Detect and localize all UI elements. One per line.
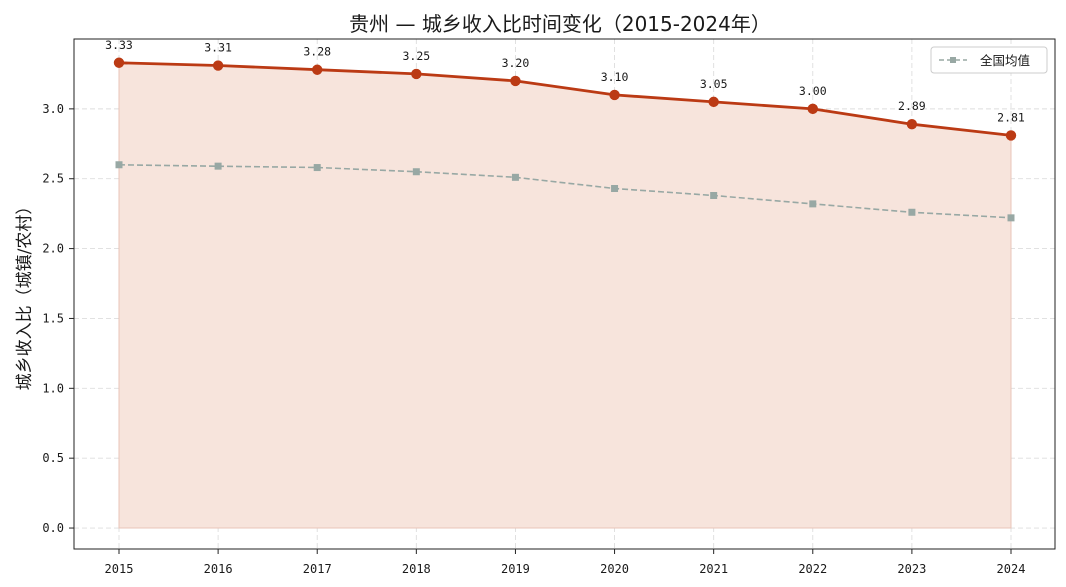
legend-box — [930, 46, 1048, 74]
y-axis-label: 城乡收入比（城镇/农村） — [15, 198, 35, 391]
y-tick-label: 0.5 — [42, 451, 64, 465]
data-label: 3.28 — [303, 45, 331, 59]
marker-guizhou — [609, 89, 620, 101]
data-label: 3.33 — [105, 38, 133, 52]
marker-guizhou — [212, 60, 224, 71]
area-fill-shape — [118, 62, 1012, 529]
marker-guizhou — [510, 75, 521, 87]
series-line-national — [118, 164, 1012, 219]
marker-national — [710, 191, 718, 199]
x-tick-label: 2022 — [798, 562, 827, 576]
y-tick-label: 1.0 — [42, 381, 64, 395]
marker-national — [611, 185, 619, 193]
chart-title: 贵州 — 城乡收入比时间变化（2015-2024年） — [349, 12, 771, 36]
x-axis: 2015 2016 2017 2018 2019 2020 2021 2022 2023 2024 — [105, 549, 1026, 576]
marker-national — [908, 208, 916, 216]
marker-guizhou — [113, 57, 125, 68]
plot-frame — [73, 38, 1056, 550]
data-labels: 3.33 3.31 3.28 3.25 3.20 3.10 3.05 3.00 2.89 2.81 — [105, 38, 1025, 125]
y-tick-label: 3.0 — [42, 102, 64, 116]
x-tick-label: 2018 — [402, 562, 431, 576]
marker-national — [115, 161, 123, 169]
marker-national — [511, 173, 519, 181]
y-tick-label: 2.5 — [42, 172, 64, 186]
marker-guizhou — [906, 119, 918, 130]
x-tick-label: 2021 — [699, 562, 728, 576]
data-label: 3.31 — [204, 41, 232, 55]
series-lines — [118, 61, 1012, 219]
marker-national — [214, 162, 222, 170]
x-tick-label: 2019 — [501, 562, 530, 576]
x-tick-label: 2017 — [303, 562, 332, 576]
data-label: 2.81 — [997, 110, 1025, 124]
legend-square-marker — [950, 57, 956, 63]
data-markers — [113, 57, 1017, 222]
y-axis: 0.0 0.5 1.0 1.5 2.0 2.5 3.0 — [42, 102, 74, 535]
marker-national — [809, 200, 817, 208]
y-tick-label: 0.0 — [42, 521, 64, 535]
data-label: 3.05 — [700, 77, 728, 91]
legend-label: 全国均值 — [980, 53, 1030, 68]
marker-guizhou — [807, 103, 818, 115]
legend[interactable]: 全国均值 — [930, 46, 1048, 74]
series-line-guizhou — [118, 61, 1012, 137]
y-tick-label: 1.5 — [42, 311, 64, 325]
marker-guizhou — [708, 96, 719, 108]
data-label: 3.20 — [502, 56, 530, 70]
data-label: 2.89 — [898, 99, 926, 113]
y-tick-label: 2.0 — [42, 242, 64, 256]
marker-national — [313, 164, 321, 172]
area-fill — [118, 62, 1012, 529]
data-label: 3.10 — [601, 70, 629, 84]
marker-guizhou — [1005, 130, 1017, 141]
x-tick-label: 2024 — [997, 562, 1026, 576]
x-tick-label: 2020 — [600, 562, 629, 576]
x-tick-label: 2015 — [105, 562, 134, 576]
marker-guizhou — [312, 64, 323, 75]
x-tick-label: 2016 — [204, 562, 233, 576]
marker-national — [1007, 214, 1015, 222]
data-label: 3.25 — [402, 49, 430, 63]
marker-national — [412, 168, 420, 176]
data-label: 3.00 — [799, 84, 827, 98]
x-tick-label: 2023 — [897, 562, 926, 576]
marker-guizhou — [411, 68, 422, 80]
